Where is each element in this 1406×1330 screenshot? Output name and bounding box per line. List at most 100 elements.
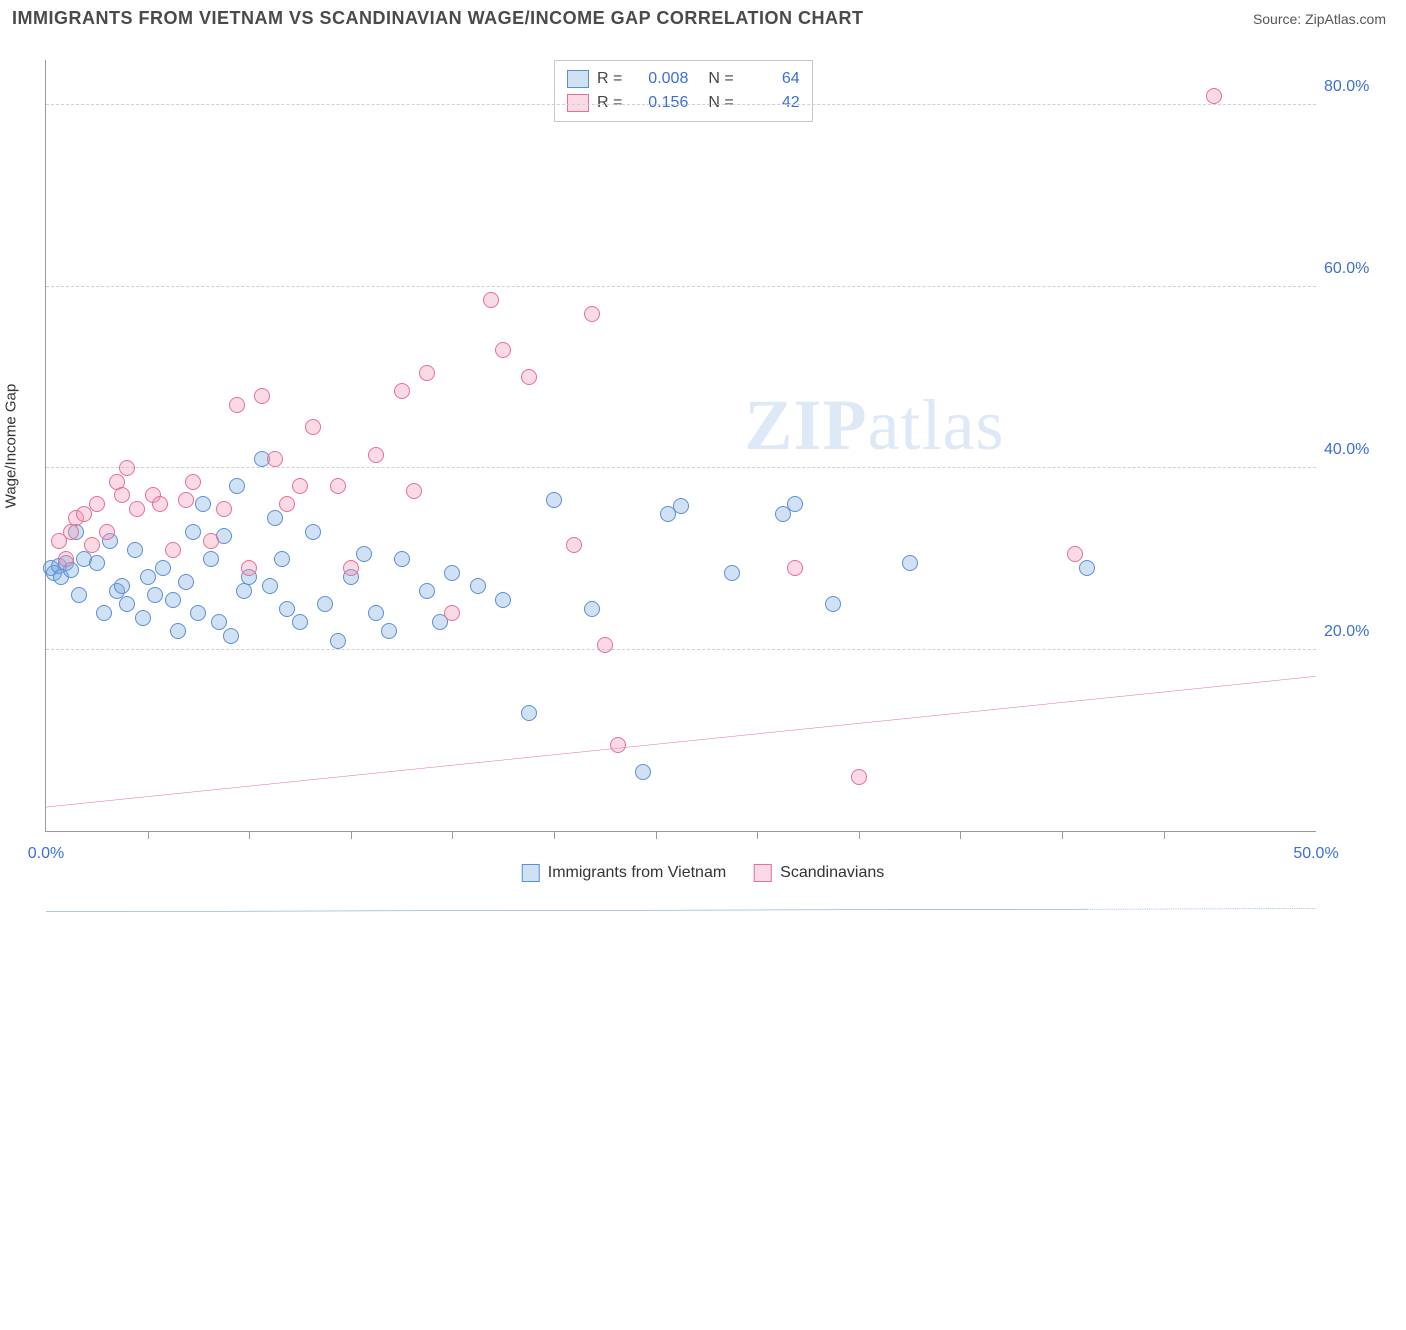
stats-row-vietnam: R =0.008N =64 bbox=[567, 67, 800, 91]
data-point-scandinavian bbox=[279, 496, 295, 512]
data-point-scandinavian bbox=[292, 478, 308, 494]
legend-swatch-scandinavian bbox=[754, 864, 772, 882]
stats-r-value-vietnam: 0.008 bbox=[630, 67, 688, 91]
stats-r-label: R = bbox=[597, 91, 622, 115]
data-point-scandinavian bbox=[185, 474, 201, 490]
data-point-vietnam bbox=[127, 542, 143, 558]
x-tick-minor bbox=[249, 831, 250, 839]
data-point-vietnam bbox=[147, 587, 163, 603]
series-legend: Immigrants from Vietnam Scandinavians bbox=[522, 864, 885, 882]
data-point-scandinavian bbox=[241, 560, 257, 576]
data-point-scandinavian bbox=[787, 560, 803, 576]
legend-swatch-vietnam bbox=[522, 864, 540, 882]
stats-n-value-scandinavian: 42 bbox=[742, 91, 800, 115]
legend-item-vietnam: Immigrants from Vietnam bbox=[522, 864, 726, 882]
trendline-dash-vietnam bbox=[1087, 909, 1316, 910]
x-tick-minor bbox=[859, 831, 860, 839]
data-point-vietnam bbox=[262, 578, 278, 594]
x-tick-minor bbox=[554, 831, 555, 839]
data-point-vietnam bbox=[394, 551, 410, 567]
data-point-scandinavian bbox=[1206, 88, 1222, 104]
data-point-scandinavian bbox=[267, 451, 283, 467]
data-point-vietnam bbox=[140, 569, 156, 585]
x-tick-minor bbox=[148, 831, 149, 839]
stats-r-value-scandinavian: 0.156 bbox=[630, 91, 688, 115]
data-point-vietnam bbox=[470, 578, 486, 594]
data-point-vietnam bbox=[787, 496, 803, 512]
legend-label-vietnam: Immigrants from Vietnam bbox=[548, 864, 726, 882]
legend-swatch-vietnam bbox=[567, 70, 589, 88]
data-point-scandinavian bbox=[566, 537, 582, 553]
legend-item-scandinavian: Scandinavians bbox=[754, 864, 884, 882]
data-point-vietnam bbox=[71, 587, 87, 603]
x-tick-minor bbox=[960, 831, 961, 839]
data-point-vietnam bbox=[170, 623, 186, 639]
stats-n-label: N = bbox=[708, 67, 733, 91]
gridline-h bbox=[46, 467, 1316, 468]
data-point-vietnam bbox=[902, 555, 918, 571]
data-point-scandinavian bbox=[419, 365, 435, 381]
data-point-vietnam bbox=[274, 551, 290, 567]
data-point-vietnam bbox=[185, 524, 201, 540]
plot-region: ZIPatlas R =0.008N =64R =0.156N =42 20.0… bbox=[45, 60, 1316, 832]
data-point-scandinavian bbox=[152, 496, 168, 512]
data-point-vietnam bbox=[368, 605, 384, 621]
data-point-vietnam bbox=[195, 496, 211, 512]
y-tick-label: 80.0% bbox=[1324, 78, 1394, 96]
data-point-vietnam bbox=[211, 614, 227, 630]
data-point-vietnam bbox=[279, 601, 295, 617]
x-tick-minor bbox=[1164, 831, 1165, 839]
watermark: ZIPatlas bbox=[745, 384, 1005, 467]
data-point-vietnam bbox=[135, 610, 151, 626]
stats-legend-box: R =0.008N =64R =0.156N =42 bbox=[554, 60, 813, 122]
gridline-h bbox=[46, 286, 1316, 287]
watermark-bold: ZIP bbox=[745, 385, 868, 465]
data-point-scandinavian bbox=[165, 542, 181, 558]
y-axis-label: Wage/Income Gap bbox=[3, 384, 20, 509]
data-point-scandinavian bbox=[119, 460, 135, 476]
data-point-scandinavian bbox=[597, 637, 613, 653]
data-point-vietnam bbox=[114, 578, 130, 594]
data-point-scandinavian bbox=[1067, 546, 1083, 562]
data-point-vietnam bbox=[673, 498, 689, 514]
data-point-vietnam bbox=[419, 583, 435, 599]
data-point-vietnam bbox=[546, 492, 562, 508]
data-point-scandinavian bbox=[63, 524, 79, 540]
data-point-vietnam bbox=[203, 551, 219, 567]
data-point-scandinavian bbox=[229, 397, 245, 413]
x-tick-minor bbox=[1062, 831, 1063, 839]
y-tick-label: 40.0% bbox=[1324, 441, 1394, 459]
data-point-vietnam bbox=[178, 574, 194, 590]
source-label: Source: bbox=[1253, 11, 1301, 27]
chart-title: IMMIGRANTS FROM VIETNAM VS SCANDINAVIAN … bbox=[12, 8, 864, 29]
data-point-scandinavian bbox=[99, 524, 115, 540]
x-tick-minor bbox=[656, 831, 657, 839]
data-point-scandinavian bbox=[343, 560, 359, 576]
data-point-scandinavian bbox=[203, 533, 219, 549]
data-point-vietnam bbox=[229, 478, 245, 494]
x-tick-minor bbox=[757, 831, 758, 839]
data-point-vietnam bbox=[190, 605, 206, 621]
trendline-scandinavian bbox=[46, 676, 1316, 807]
source-attribution: Source: ZipAtlas.com bbox=[1253, 11, 1386, 27]
data-point-vietnam bbox=[96, 605, 112, 621]
data-point-scandinavian bbox=[406, 483, 422, 499]
data-point-vietnam bbox=[155, 560, 171, 576]
stats-n-label: N = bbox=[708, 91, 733, 115]
data-point-vietnam bbox=[330, 633, 346, 649]
data-point-scandinavian bbox=[851, 769, 867, 785]
trend-lines bbox=[46, 60, 1316, 1330]
watermark-light: atlas bbox=[868, 385, 1005, 465]
data-point-vietnam bbox=[165, 592, 181, 608]
data-point-vietnam bbox=[305, 524, 321, 540]
data-point-vietnam bbox=[1079, 560, 1095, 576]
x-tick-label: 50.0% bbox=[1293, 845, 1338, 863]
data-point-scandinavian bbox=[368, 447, 384, 463]
stats-r-label: R = bbox=[597, 67, 622, 91]
data-point-scandinavian bbox=[216, 501, 232, 517]
y-tick-label: 60.0% bbox=[1324, 260, 1394, 278]
data-point-vietnam bbox=[495, 592, 511, 608]
data-point-scandinavian bbox=[305, 419, 321, 435]
data-point-vietnam bbox=[521, 705, 537, 721]
data-point-vietnam bbox=[317, 596, 333, 612]
